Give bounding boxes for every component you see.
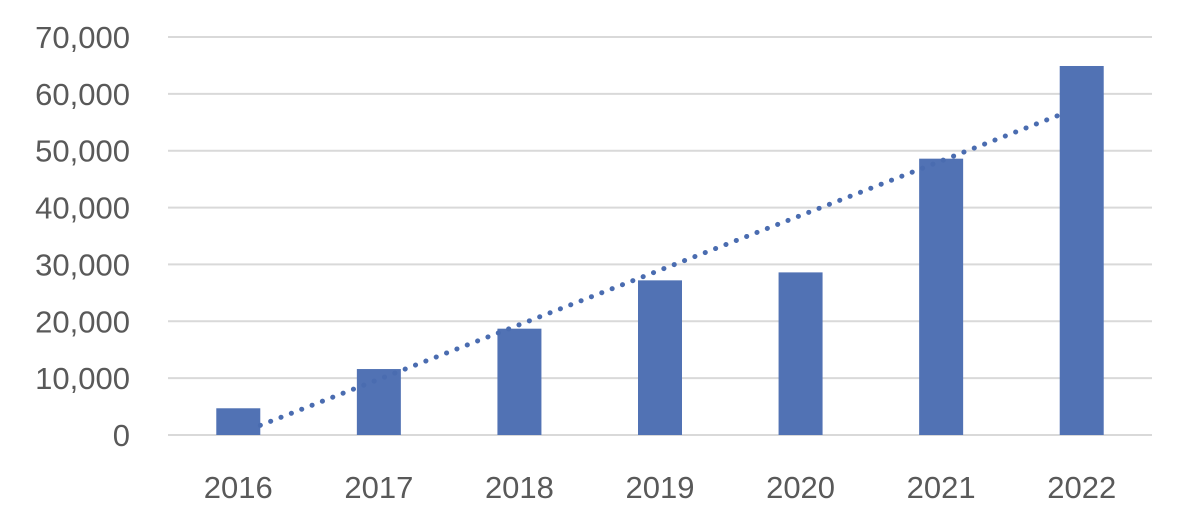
bar-2016	[216, 408, 261, 435]
x-tick-label: 2017	[344, 470, 413, 505]
bar-2017	[356, 369, 401, 435]
bars	[216, 65, 1104, 436]
y-tick-label: 40,000	[35, 191, 130, 226]
y-axis-tick-labels: 0 10,000 20,000 30,000 40,000 50,000 60,000 70,…	[35, 20, 130, 453]
x-tick-label: 2016	[204, 470, 273, 505]
x-tick-label: 2021	[907, 470, 976, 505]
y-tick-label: 70,000	[35, 20, 130, 55]
x-tick-label: 2019	[626, 470, 695, 505]
y-tick-label: 20,000	[35, 304, 130, 339]
x-tick-label: 2018	[485, 470, 554, 505]
bar-2018	[497, 328, 542, 435]
x-axis-tick-labels: 2016 2017 2018 2019 2020 2021 2022	[204, 470, 1116, 505]
y-tick-label: 30,000	[35, 247, 130, 282]
bar-2020	[778, 272, 823, 435]
y-tick-label: 10,000	[35, 361, 130, 396]
trendline-layer	[257, 112, 1063, 428]
y-tick-label: 60,000	[35, 77, 130, 112]
trendline	[257, 112, 1063, 428]
y-tick-label: 0	[113, 418, 130, 453]
x-tick-label: 2022	[1047, 470, 1116, 505]
bar-2021	[919, 158, 964, 435]
bar-2019	[638, 280, 682, 435]
x-tick-label: 2020	[766, 470, 835, 505]
bar-2022	[1059, 65, 1104, 436]
y-tick-label: 50,000	[35, 134, 130, 169]
